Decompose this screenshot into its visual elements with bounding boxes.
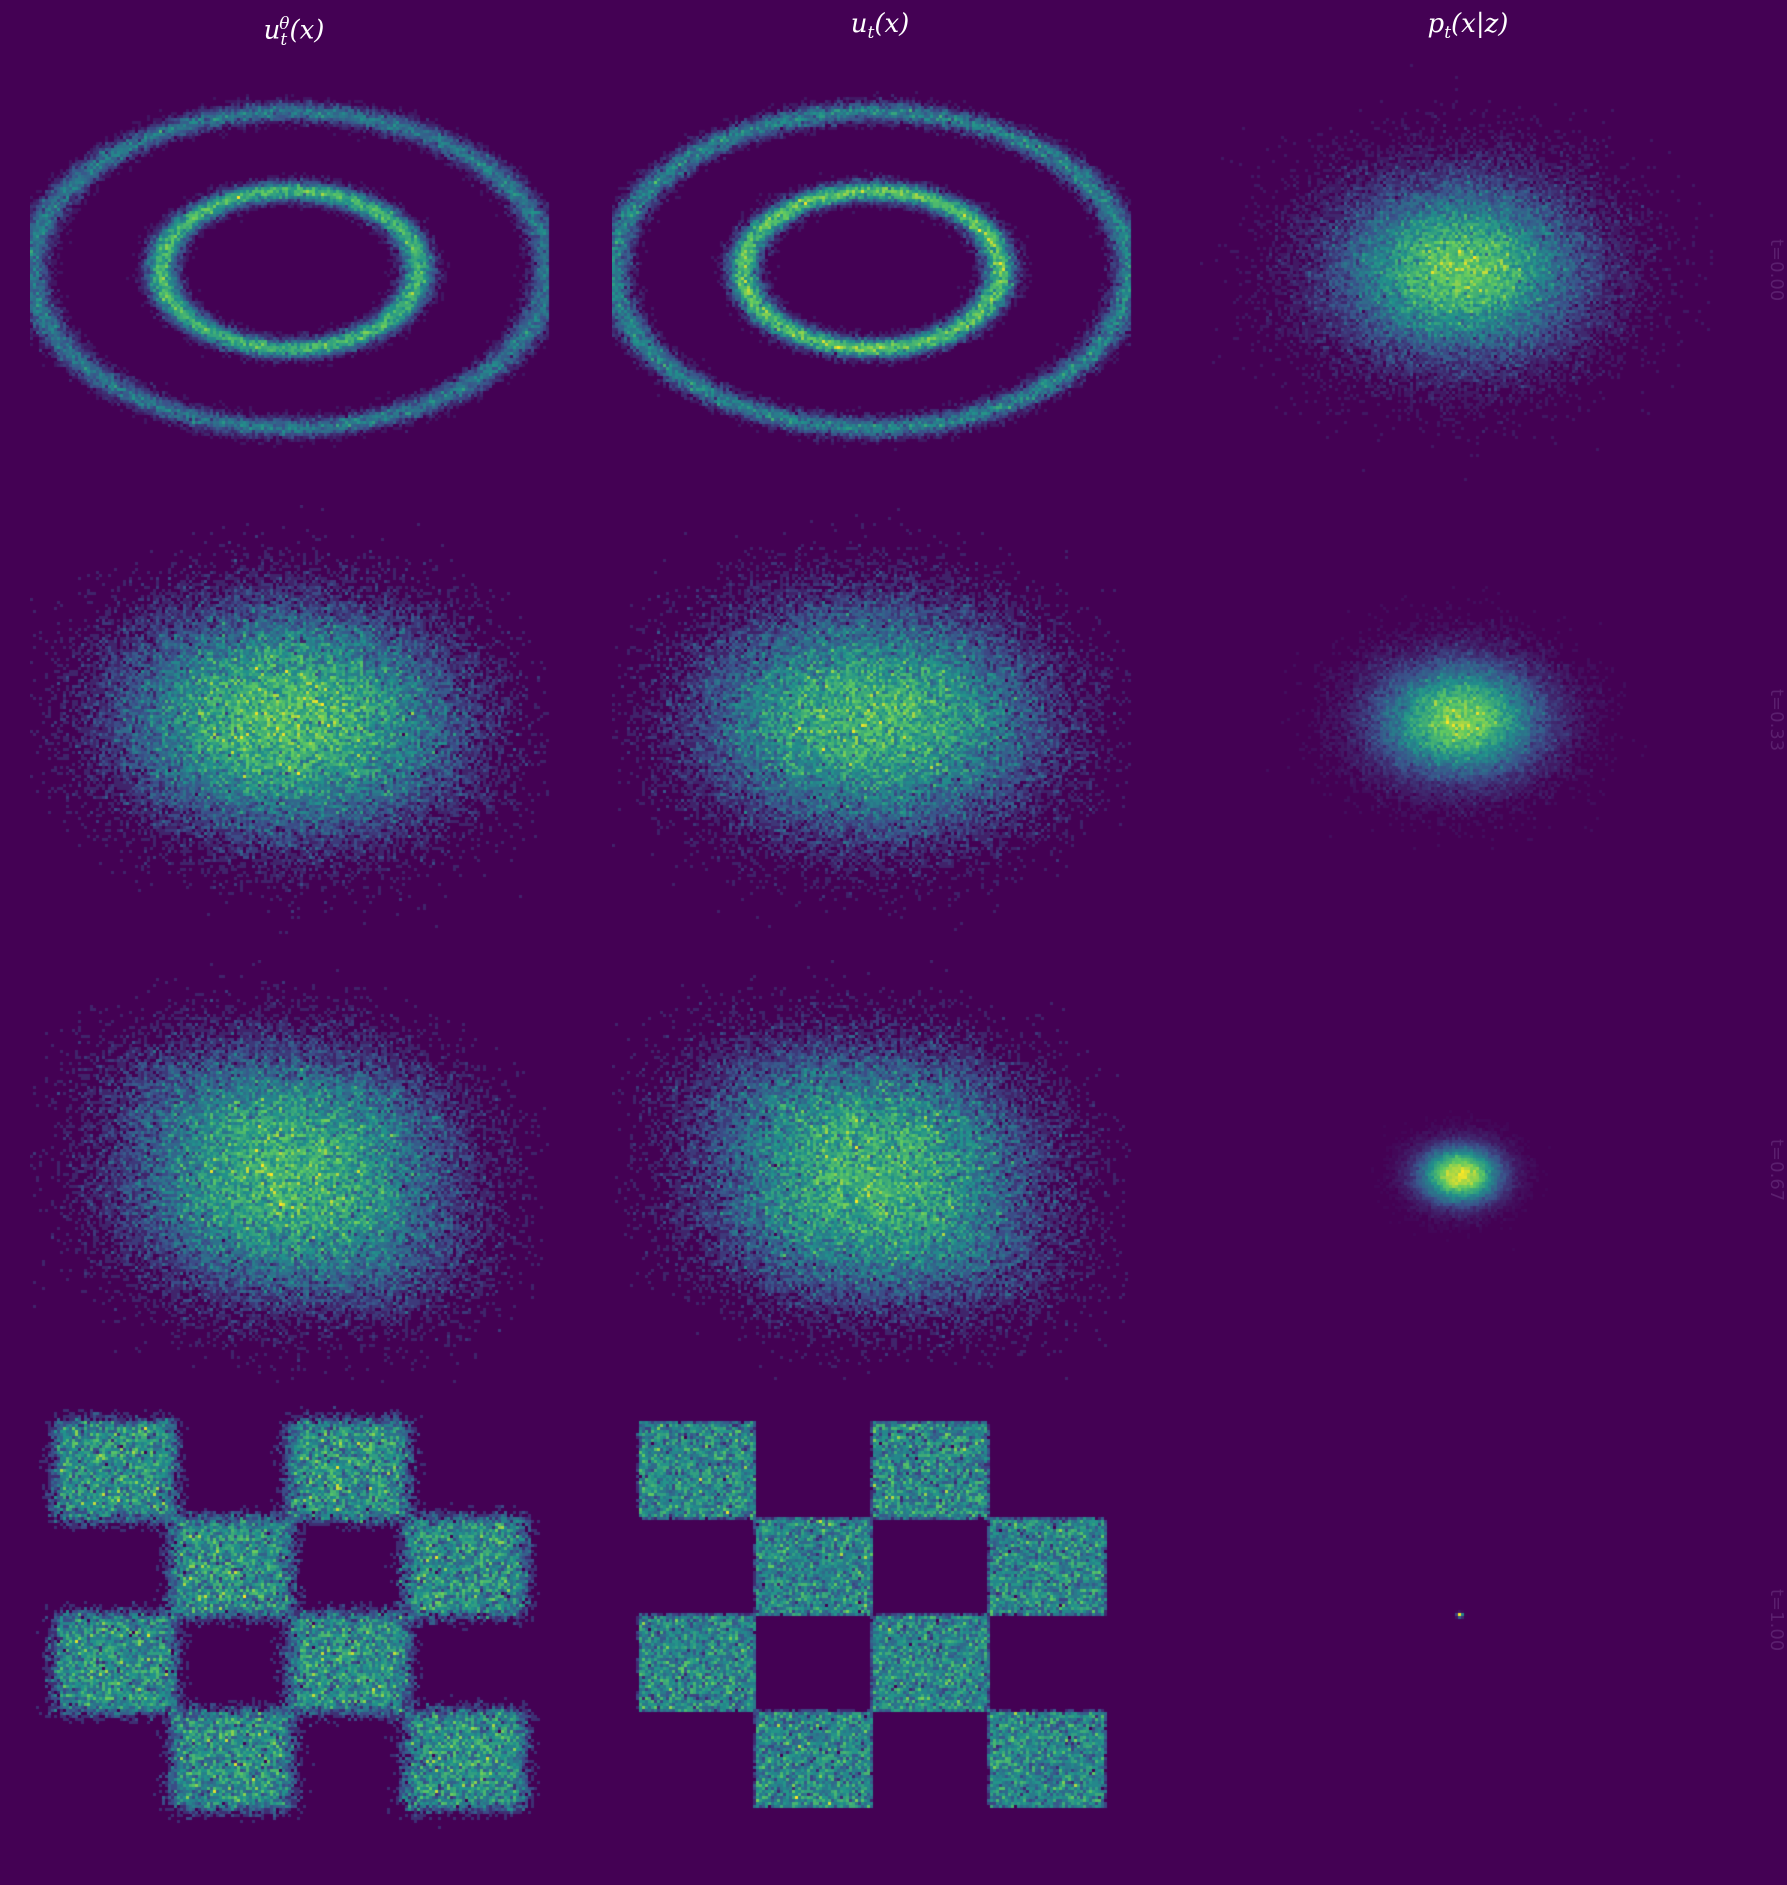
row-label-t033: t=0.33 (1766, 688, 1787, 752)
title-sub: t (1444, 23, 1452, 44)
heatmap-panel-r0-c1 (612, 55, 1132, 485)
column-title-model: utθ(x) (144, 4, 444, 60)
title-rest: (x) (874, 9, 910, 39)
heatmap-panel-r2-c0 (30, 960, 550, 1390)
heatmap-panel-r3-c1 (612, 1400, 1132, 1830)
title-main: u (263, 15, 281, 46)
heatmap-panel-r0-c2 (1200, 55, 1720, 485)
row-label-t067: t=0.67 (1766, 1138, 1787, 1202)
title-rest: (x|z) (1451, 9, 1509, 39)
heatmap-panel-r1-c2 (1200, 505, 1720, 935)
heatmap-panel-r2-c2 (1200, 960, 1720, 1390)
row-label-t0: t=0.00 (1766, 238, 1787, 302)
heatmap-panel-r3-c0 (30, 1400, 550, 1830)
title-sup: θ (279, 14, 290, 34)
column-title-conditional: pt(x|z) (1318, 4, 1618, 53)
row-label-t1: t=1.00 (1766, 1588, 1787, 1652)
title-main: p (1427, 9, 1445, 39)
heatmap-panel-r1-c1 (612, 505, 1132, 935)
title-rest: (x) (289, 15, 325, 46)
heatmap-panel-r3-c2 (1200, 1400, 1720, 1830)
title-main: u (850, 9, 868, 39)
column-title-target: ut(x) (730, 4, 1030, 53)
heatmap-panel-r1-c0 (30, 505, 550, 935)
title-sub: t (867, 23, 875, 44)
title-sub: t (280, 29, 288, 50)
heatmap-panel-r0-c0 (30, 55, 550, 485)
heatmap-panel-r2-c1 (612, 960, 1132, 1390)
